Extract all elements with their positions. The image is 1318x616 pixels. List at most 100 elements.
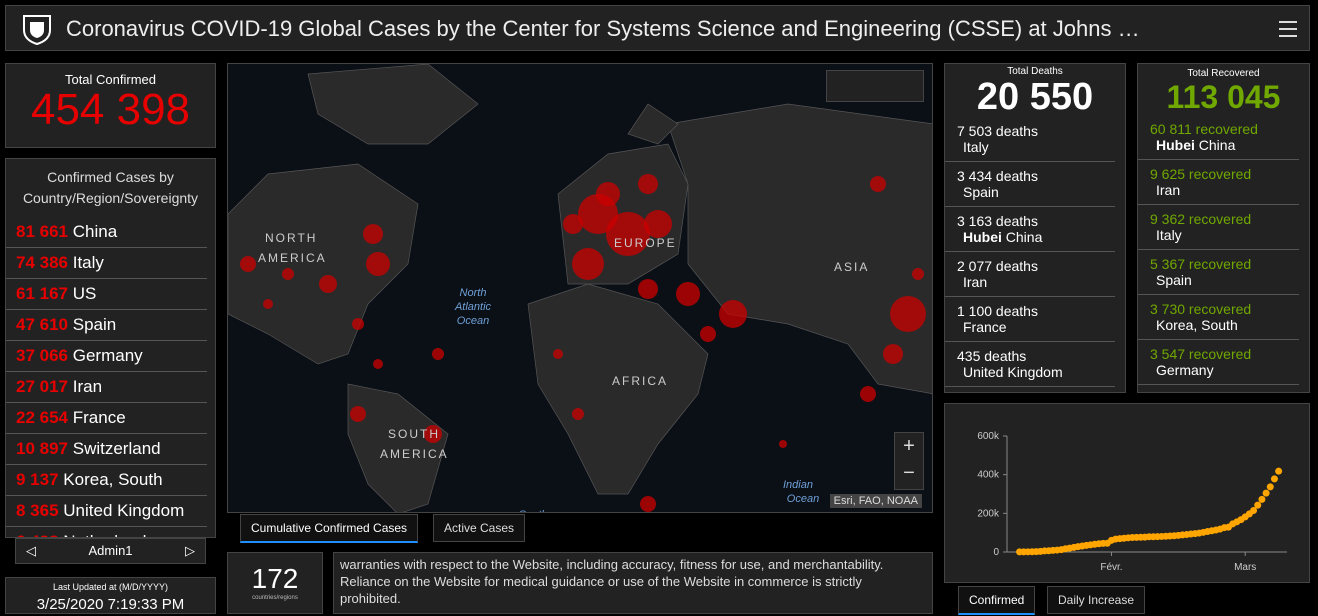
- point: [1254, 501, 1262, 509]
- count: 61 167: [16, 284, 68, 303]
- country-list: Confirmed Cases by Country/Region/Sovere…: [5, 158, 216, 538]
- value: 172: [251, 563, 299, 594]
- country: Italy: [963, 139, 989, 155]
- country-row: 81 661 China: [6, 217, 207, 248]
- map-tools[interactable]: [826, 70, 924, 102]
- count: 27 017: [16, 377, 68, 396]
- deaths-panel: Total Deaths 20 550 7 503 deaths Italy 3 4…: [944, 63, 1126, 393]
- country: United Kingdom: [963, 364, 1063, 380]
- last-updated: Last Updated at (M/D/YYYY) 3/25/2020 7:1…: [5, 577, 216, 614]
- chart: 0 200k 400k 600k Févr. Mars: [977, 431, 1287, 573]
- chart-tab[interactable]: Confirmed: [958, 586, 1036, 615]
- place: Hubei China: [963, 229, 1115, 245]
- country-count: 172 countries/regions: [227, 552, 323, 614]
- name: China: [72, 222, 118, 241]
- count: 5 367 recovered: [1150, 256, 1252, 272]
- row: 9 625 recovered Iran: [1138, 160, 1299, 205]
- row: 3 434 deaths Spain: [945, 162, 1115, 207]
- row: 2 077 deaths Iran: [945, 252, 1115, 297]
- place: Italy: [963, 139, 1115, 155]
- country: China: [1005, 229, 1043, 245]
- x-tick-label: Févr.: [1100, 562, 1122, 573]
- name: Netherlands: [63, 532, 155, 537]
- ocean-label: North: [460, 287, 487, 299]
- ocean-label: Ocean: [457, 315, 489, 327]
- label: Total Recovered: [1187, 68, 1260, 79]
- name: US: [72, 284, 97, 303]
- count: 9 137: [16, 470, 59, 489]
- region-label: AMERICA: [380, 447, 449, 461]
- menu-button[interactable]: [1277, 19, 1299, 39]
- count: 1 100 deaths: [957, 303, 1038, 319]
- map-tab[interactable]: Active Cases: [433, 514, 526, 542]
- ocean-label: Ocean: [787, 493, 819, 505]
- value: 3/25/2020 7:19:33 PM: [36, 596, 185, 613]
- place: Korea, South: [1156, 317, 1299, 333]
- label: Total Deaths: [1007, 66, 1063, 77]
- logo: [23, 15, 51, 46]
- country: Iran: [1156, 182, 1181, 198]
- row: 3 547 recovered Germany: [1138, 340, 1299, 385]
- zoom-in[interactable]: +: [903, 435, 915, 457]
- map[interactable]: NORTH AMERICA EUROPE ASIA AFRICA SOUTH AMERICA…: [227, 63, 933, 513]
- place: Iran: [963, 274, 1115, 290]
- count: 435 deaths: [957, 348, 1027, 364]
- pager-label: Admin1: [88, 543, 133, 558]
- country-row: 74 386 Italy: [6, 248, 207, 279]
- count: 60 811 recovered: [1150, 121, 1258, 137]
- country: China: [1198, 137, 1236, 153]
- point: [1275, 467, 1283, 475]
- prev[interactable]: ◁: [26, 543, 36, 558]
- ocean-label: Atlantic: [454, 301, 492, 313]
- row: 435 deaths United Kingdom: [945, 342, 1115, 387]
- next[interactable]: ▷: [185, 543, 195, 558]
- place: Italy: [1156, 227, 1299, 243]
- country: Italy: [1156, 227, 1182, 243]
- country-row: 27 017 Iran: [6, 372, 207, 403]
- pager[interactable]: ◁ Admin1 ▷: [15, 538, 206, 564]
- count: 8 365: [16, 501, 59, 520]
- country: Spain: [1156, 272, 1192, 288]
- count: 22 654: [16, 408, 68, 427]
- zoom: + −: [894, 432, 924, 490]
- count: 2 077 deaths: [957, 258, 1038, 274]
- name: Italy: [72, 253, 104, 272]
- row: 9 362 recovered Italy: [1138, 205, 1299, 250]
- country: Korea, South: [1156, 317, 1238, 333]
- row: 3 163 deaths Hubei China: [945, 207, 1115, 252]
- count: 9 362 recovered: [1150, 211, 1252, 227]
- point: [1262, 489, 1270, 497]
- row: 7 503 deaths Italy: [945, 117, 1115, 162]
- x-tick-label: Mars: [1234, 562, 1256, 573]
- name: Switzerland: [72, 439, 161, 458]
- country-row: 61 167 US: [6, 279, 207, 310]
- value: 454 398: [30, 85, 191, 134]
- name: Spain: [72, 315, 117, 334]
- place: France: [963, 319, 1115, 335]
- zoom-out[interactable]: −: [903, 462, 915, 484]
- place: Germany: [1156, 362, 1299, 378]
- place: Iran: [1156, 182, 1299, 198]
- country: Iran: [963, 274, 988, 290]
- header: Coronavirus COVID-19 Global Cases by the…: [5, 5, 1310, 51]
- name: Germany: [72, 346, 143, 365]
- y-tick-label: 400k: [977, 470, 1000, 481]
- count: 9 625 recovered: [1150, 166, 1252, 182]
- region-label: EUROPE: [614, 236, 677, 250]
- point: [1266, 483, 1274, 491]
- map-canvas: NORTH AMERICA EUROPE ASIA AFRICA SOUTH AMERICA…: [228, 64, 932, 512]
- country-row: 8 365 United Kingdom: [6, 496, 207, 527]
- country-row: 47 610 Spain: [6, 310, 207, 341]
- place: United Kingdom: [963, 364, 1115, 380]
- region: Hubei: [1156, 137, 1195, 153]
- y-tick-label: 600k: [977, 431, 1000, 442]
- map-tab[interactable]: Cumulative Confirmed Cases: [240, 514, 419, 543]
- row: 5 367 recovered Spain: [1138, 250, 1299, 295]
- region-label: ASIA: [834, 260, 869, 274]
- name: France: [72, 408, 126, 427]
- chart-tab[interactable]: Daily Increase: [1047, 586, 1146, 614]
- rows: 60 811 recovered Hubei China 9 625 recover…: [1138, 115, 1309, 385]
- region-label: SOUTH: [388, 427, 440, 441]
- region-label: AMERICA: [258, 251, 327, 265]
